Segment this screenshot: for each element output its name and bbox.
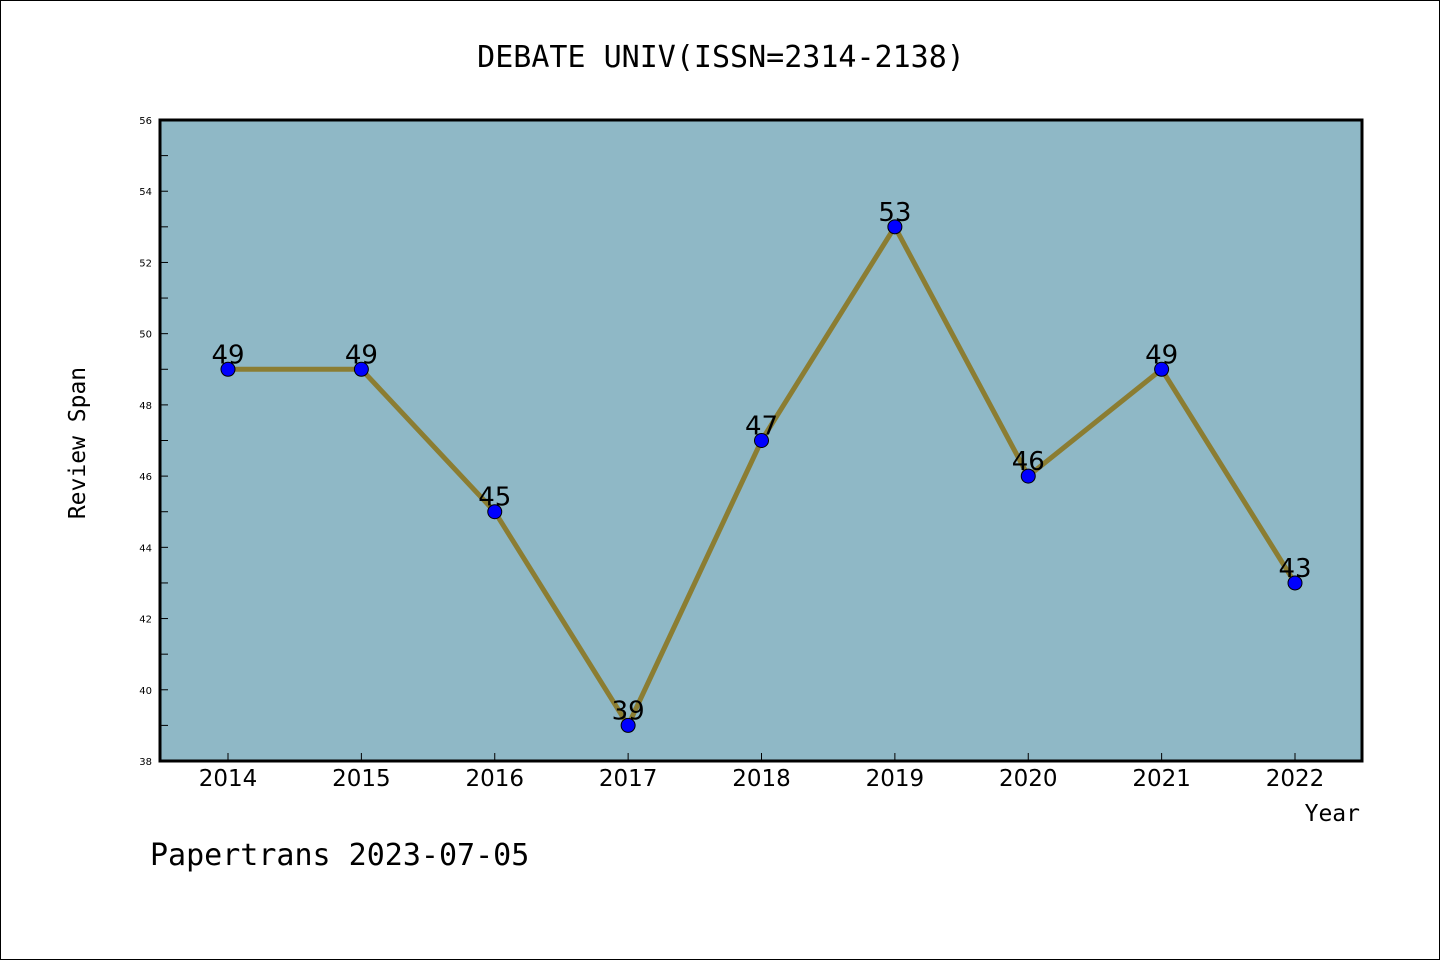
data-point xyxy=(1020,468,1036,484)
data-point xyxy=(487,504,503,520)
y-tick-label: 42 xyxy=(139,615,152,626)
data-markers xyxy=(220,219,1303,733)
data-point xyxy=(887,219,903,235)
chart-title: DEBATE UNIV(ISSN=2314-2138) xyxy=(477,40,965,75)
y-axis-label: Review Span xyxy=(65,367,91,519)
x-axis-ticks: 2014 2015 2016 2017 2018 2019 2020 2021 2022 xyxy=(199,753,1325,792)
data-point xyxy=(353,361,369,377)
data-label: 43 xyxy=(1278,554,1311,584)
data-label: 45 xyxy=(478,483,511,513)
x-tick-label: 2014 xyxy=(199,766,258,792)
y-tick-label: 52 xyxy=(139,258,152,269)
x-tick-label: 2021 xyxy=(1132,766,1191,792)
data-point xyxy=(620,717,636,733)
data-label: 47 xyxy=(745,412,778,442)
x-axis-label: Year xyxy=(1305,801,1360,827)
x-tick-label: 2022 xyxy=(1266,766,1325,792)
data-point xyxy=(220,361,236,377)
data-point xyxy=(1154,361,1170,377)
y-tick-label: 54 xyxy=(139,187,152,198)
y-tick-label: 38 xyxy=(139,757,152,768)
data-labels: 49 49 45 39 47 53 46 49 43 xyxy=(211,198,1311,727)
data-point xyxy=(754,433,769,448)
y-tick-label: 46 xyxy=(139,472,152,483)
data-label: 53 xyxy=(878,198,911,228)
x-tick-label: 2020 xyxy=(999,766,1058,792)
data-point xyxy=(1287,575,1303,591)
x-tick-label: 2015 xyxy=(332,766,391,792)
y-tick-label: 56 xyxy=(139,116,152,127)
data-label: 49 xyxy=(345,340,378,370)
x-tick-label: 2016 xyxy=(465,766,524,792)
x-tick-label: 2017 xyxy=(599,766,658,792)
x-tick-label: 2018 xyxy=(732,766,791,792)
data-label: 46 xyxy=(1012,447,1045,477)
data-label: 39 xyxy=(612,696,645,726)
x-tick-label: 2019 xyxy=(866,766,925,792)
y-tick-label: 44 xyxy=(139,543,152,554)
y-tick-label: 40 xyxy=(139,686,152,697)
data-label: 49 xyxy=(1145,340,1178,370)
y-tick-label: 48 xyxy=(139,401,152,412)
data-label: 49 xyxy=(211,340,244,370)
plot-border xyxy=(158,118,1364,763)
y-tick-label: 50 xyxy=(139,330,152,341)
footer-text: Papertrans 2023-07-05 xyxy=(150,838,529,873)
